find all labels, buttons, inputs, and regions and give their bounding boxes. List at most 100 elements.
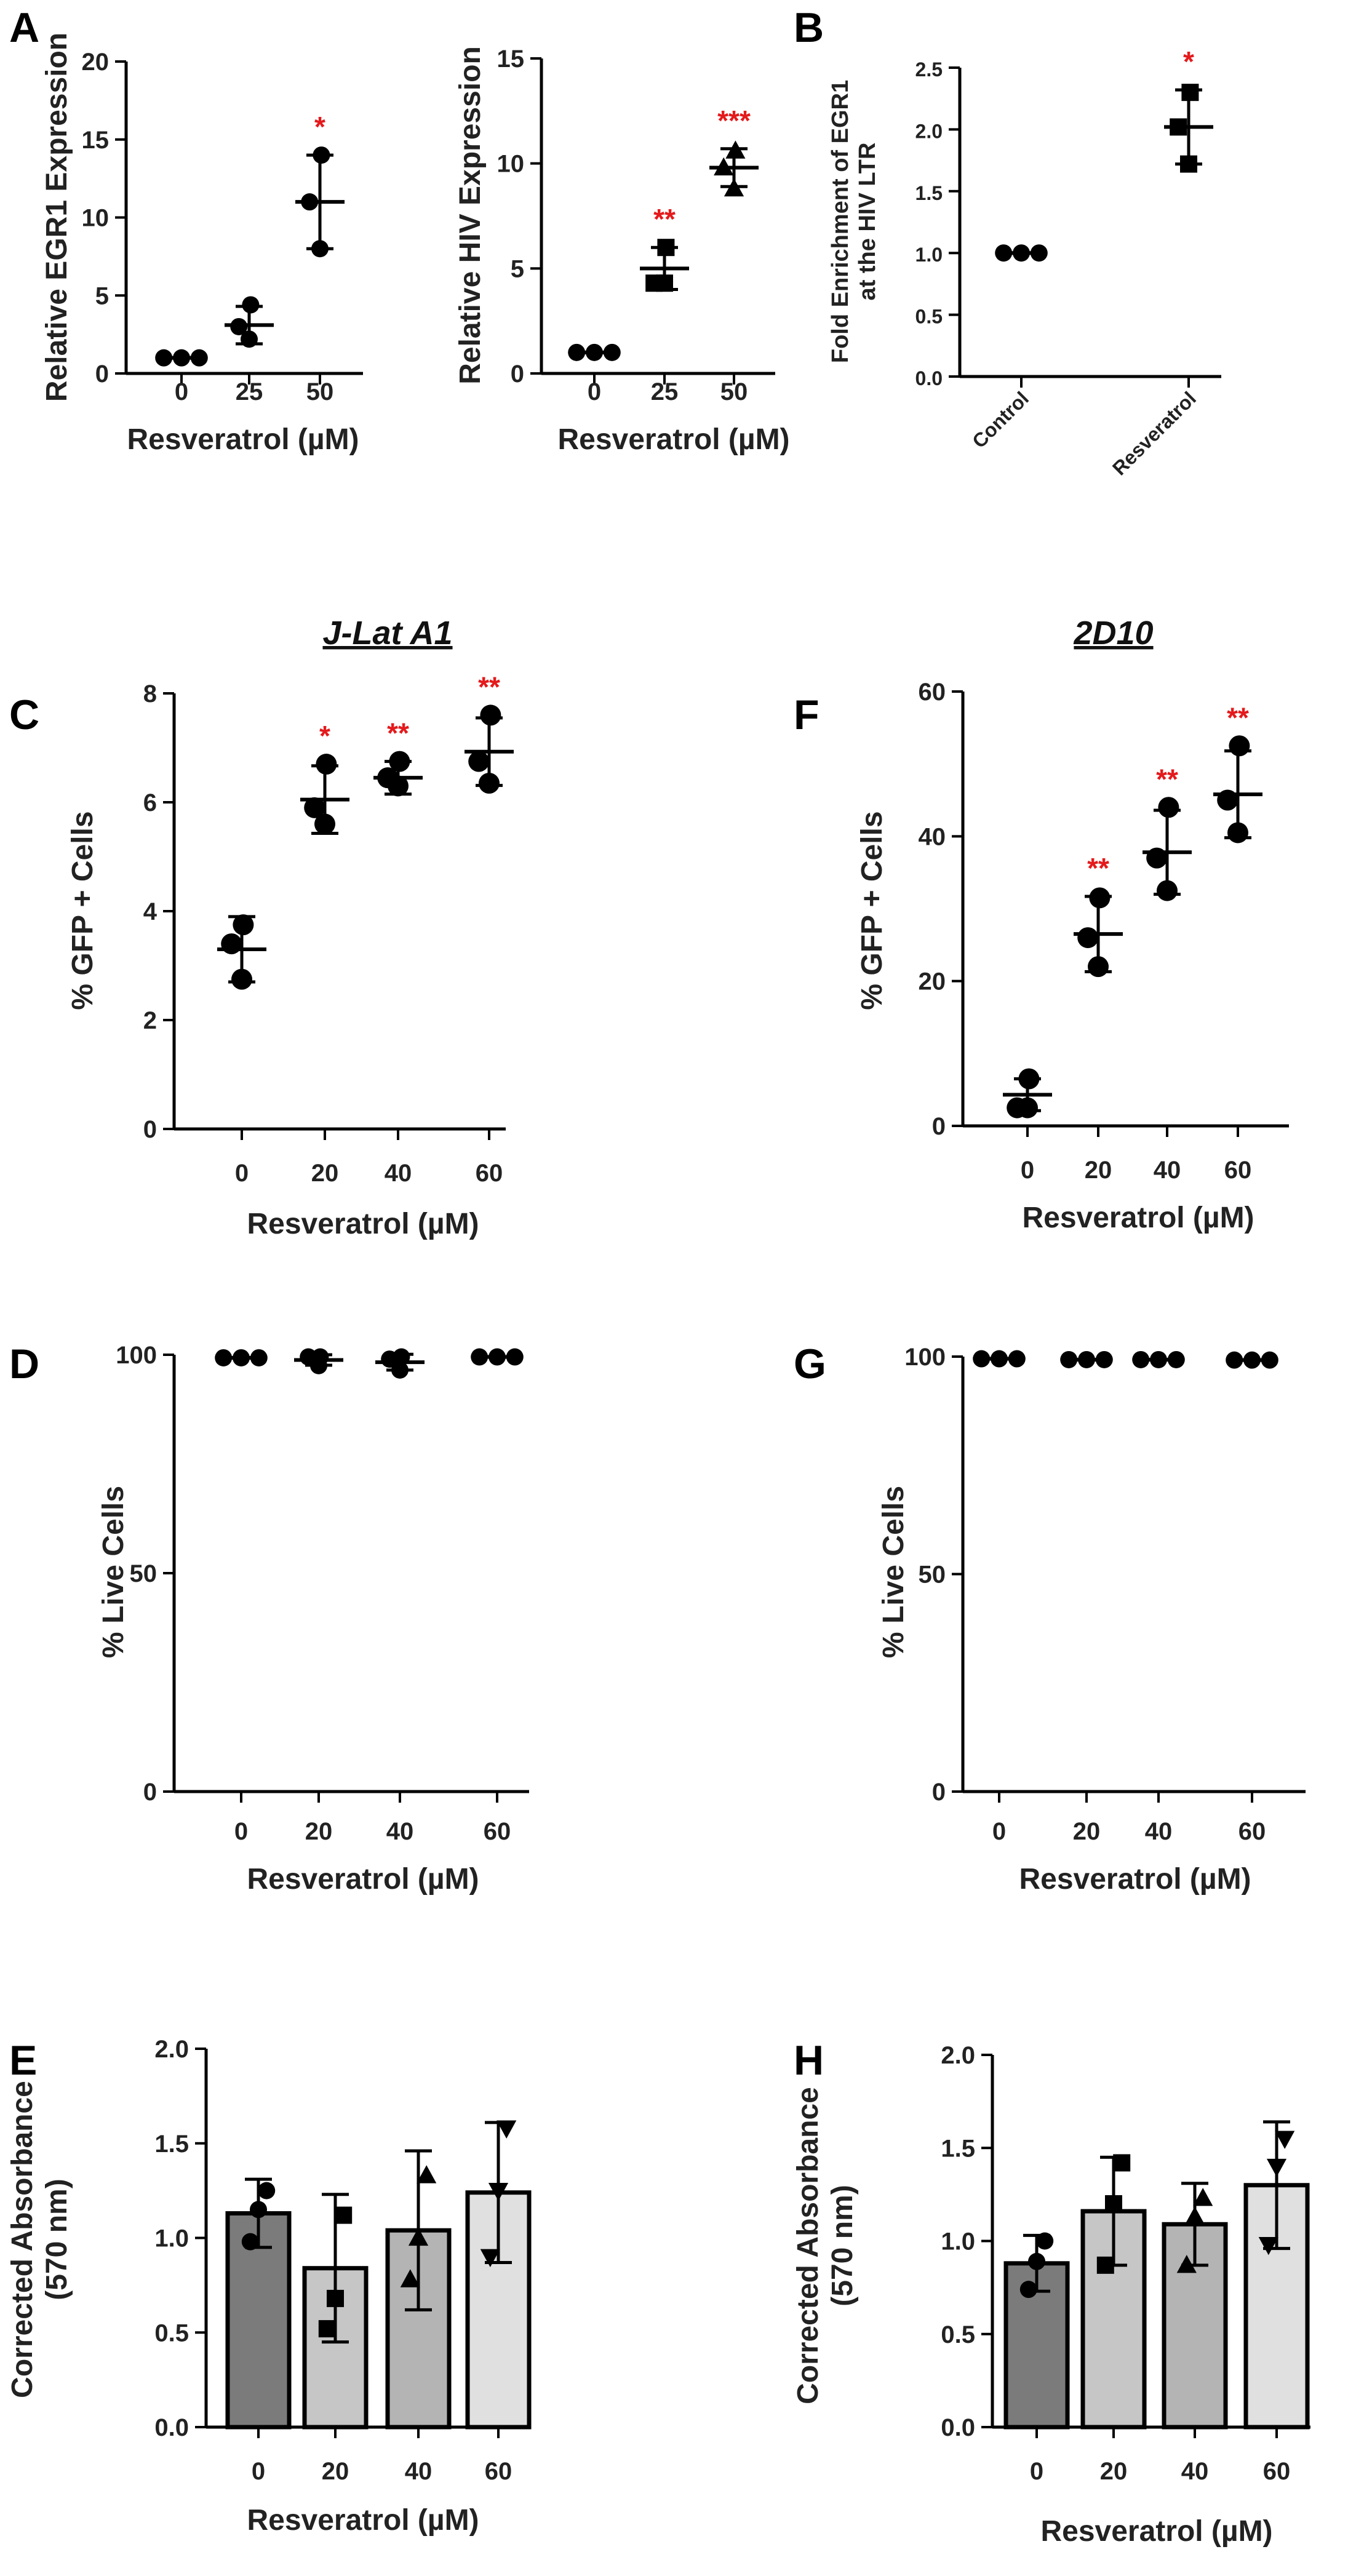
data-point [1028,2252,1045,2270]
y-tick-label: 2.0 [154,2036,189,2063]
data-point [316,754,337,775]
y-tick-label: 1.0 [941,2228,975,2255]
x-tick-label: 20 [1100,2458,1128,2485]
data-point [488,2183,509,2201]
panel-label-h: H [794,2037,824,2084]
y-tick-label: 4 [143,898,158,925]
y-tick-label: 2.0 [941,2042,975,2069]
y-tick-label: 0 [143,1779,157,1806]
y-tick-label: 5 [511,255,524,282]
bar-0 [225,2211,292,2430]
x-tick-label: 60 [476,1160,503,1187]
panel-label-b: B [794,4,824,51]
y-axis-title: % Live Cells [877,1486,910,1658]
x-tick-label: 50 [720,378,748,405]
x-tick-label: 40 [385,1160,412,1187]
data-point [318,2320,336,2338]
y-tick-label: 2 [143,1007,157,1034]
x-axis-title: Resveratrol (µM) [247,2504,479,2537]
x-tick-label: 25 [236,378,263,405]
x-tick-label: 20 [1085,1157,1112,1184]
y-tick-label: 1.5 [941,2135,975,2162]
data-point [468,751,490,772]
y-tick-label: 40 [919,823,946,850]
panel-label-f: F [794,692,820,738]
x-tick-label: 0 [992,1818,1006,1845]
data-point [221,933,242,955]
y-tick-label: 10 [82,205,110,232]
chart-f: F 0 20 40 60 0 20 40 60 Resveratrol (µM) % GFP + C… [794,679,1289,1234]
x-axis-title: Resveratrol (µM) [127,423,359,456]
x-tick-label: 0 [588,378,601,405]
y-tick-label: 100 [904,1344,946,1371]
x-tick-label: 0 [234,1818,248,1845]
data-point [1176,2255,1197,2273]
x-tick-label: 20 [322,2458,349,2485]
significance-label: ** [1087,852,1109,884]
chart-b: B 0.0 0.5 1.0 1.5 2.0 2.5 Control Resveratrol Fol… [794,4,1221,479]
y-axis-title: Corrected Absorbance(570 nm) [792,2087,859,2404]
panel-label-e: E [9,2037,37,2084]
x-tick-label: 25 [651,378,679,405]
y-tick-label: 60 [919,679,946,706]
x-tick-label: 0 [1021,1157,1034,1184]
panel-label-d: D [9,1341,39,1387]
significance-label: ** [653,203,676,235]
y-tick-label: 0 [932,1113,946,1140]
x-tick-label: 0 [252,2458,265,2485]
y-tick-label: 8 [143,680,157,708]
data-point [400,2269,420,2287]
data-point [417,2165,437,2183]
data-point [1077,927,1099,949]
panel-label-a: A [9,4,39,51]
data-point [1113,2154,1131,2172]
x-axis-title: Resveratrol (µM) [247,1208,479,1240]
y-tick-label: 50 [919,1561,946,1589]
chart-a1: A 0 5 10 15 20 0 25 50 Resveratrol (µM) Relative E… [9,4,363,456]
x-tick-label: 0 [175,378,188,405]
y-tick-label: 0.0 [154,2414,189,2441]
y-tick-label: 0.0 [915,367,943,389]
y-tick-label: 2.0 [915,120,943,142]
x-tick-label: 60 [484,1818,511,1845]
data-point [1019,2281,1037,2299]
data-point [480,2249,500,2268]
data-point [335,2206,353,2224]
data-point [1158,797,1179,818]
y-axis-title: % GFP + Cells [66,811,99,1010]
x-tick-label: 20 [1073,1818,1101,1845]
x-tick-label: 40 [1181,2458,1209,2485]
data-point [1193,2188,1213,2206]
x-axis-title: Resveratrol (µM) [1022,1202,1254,1234]
significance-label: * [1183,46,1194,78]
data-point [408,2227,429,2246]
data-point [1275,2131,1295,2149]
x-tick-label: Control [968,387,1033,452]
cell-line-title-jlat: J-Lat A1 [322,615,452,652]
y-tick-label: 0 [511,361,524,388]
y-tick-label: 20 [919,968,946,995]
y-axis-title: Corrected Absorbance(570 nm) [6,2081,73,2398]
x-tick-label: 50 [306,378,334,405]
data-point [480,704,501,726]
significance-label: ** [1227,701,1249,733]
y-axis-title: Relative EGR1 Expression [41,33,73,402]
data-point [1266,2158,1287,2177]
y-axis-title: % Live Cells [97,1486,130,1658]
data-point [250,2201,267,2219]
chart-a2: 0 5 10 15 0 25 50 Resveratrol (µM) Relative HIV … [454,46,790,456]
significance-label: * [319,720,330,752]
x-axis-title: Resveratrol (µM) [247,1863,479,1896]
y-tick-label: 1.5 [915,182,943,204]
significance-label: ** [387,717,409,749]
y-tick-label: 50 [130,1560,158,1587]
significance-label: * [314,111,325,143]
y-tick-label: 2.5 [915,58,943,81]
y-axis-title: Fold Enrichment of EGR1at the HIV LTR [828,80,880,363]
x-axis-title: Resveratrol (µM) [557,423,789,456]
data-point [497,2120,517,2139]
y-tick-label: 6 [143,789,157,816]
